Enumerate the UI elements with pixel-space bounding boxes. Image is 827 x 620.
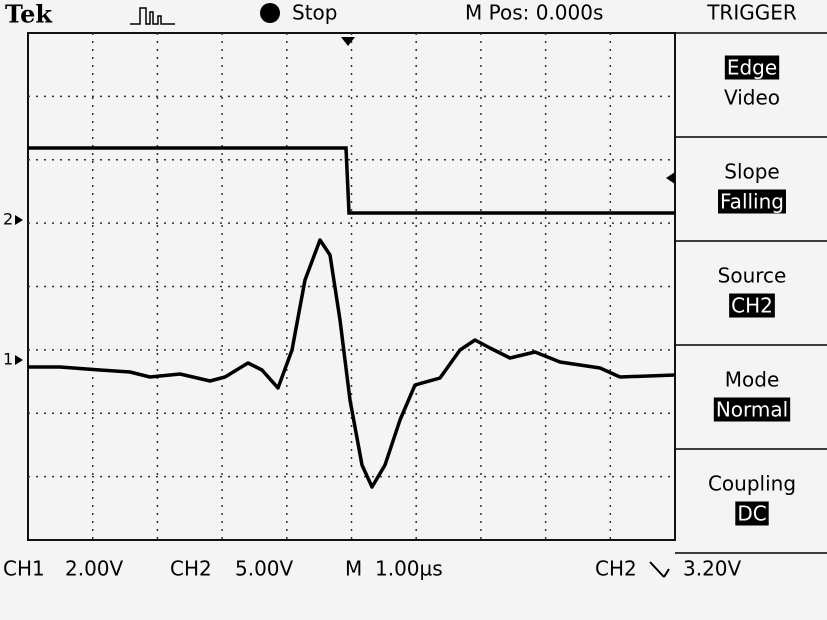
- ch1-waveform: [28, 238, 676, 489]
- menu-value: DC: [737, 502, 766, 526]
- time-scale: 1.00µs: [375, 557, 443, 581]
- trigger-source: CH2: [595, 557, 637, 581]
- ch2-arrow: [15, 215, 23, 225]
- graticule: [27, 32, 676, 541]
- highlight: [713, 397, 791, 422]
- menu-label: Mode: [725, 368, 780, 392]
- run-status: Stop: [292, 1, 337, 25]
- trigger-level-marker: [666, 172, 675, 184]
- stop-icon: [260, 3, 280, 23]
- highlight: [718, 189, 786, 214]
- trigger-position-marker: [341, 37, 355, 46]
- menu-title: TRIGGER: [706, 1, 797, 25]
- ch1-marker: 1: [3, 350, 13, 369]
- highlight: [729, 293, 775, 318]
- brand: Tek: [5, 0, 53, 29]
- menu-label: Coupling: [708, 472, 796, 496]
- ch2-label: CH2: [170, 557, 212, 581]
- trigger-level: 3.20V: [683, 557, 742, 581]
- menu-label: Source: [718, 264, 787, 288]
- highlight: [735, 501, 769, 526]
- highlight: [724, 55, 780, 80]
- ch2-marker: 2: [3, 210, 13, 229]
- ch1-arrow: [15, 355, 23, 365]
- menu-value: CH2: [731, 294, 773, 318]
- ch2-scale: 5.00V: [235, 557, 294, 581]
- menu-label: Slope: [724, 160, 780, 184]
- slope-icon: [649, 561, 670, 578]
- menu-option: Video: [724, 86, 780, 110]
- ch2-waveform: [28, 146, 675, 215]
- menu-value: Falling: [720, 190, 784, 214]
- side-menu: Edge Video Slope Falling Source CH2 Mode Normal…: [675, 32, 827, 554]
- menu-value: Normal: [716, 398, 788, 422]
- acquire-icon: [130, 7, 175, 25]
- ch1-label: CH1: [3, 557, 45, 581]
- time-label: M: [345, 557, 362, 581]
- menu-option-selected: Edge: [727, 56, 777, 80]
- horizontal-position: M Pos: 0.000s: [465, 1, 603, 25]
- ch1-scale: 2.00V: [65, 557, 124, 581]
